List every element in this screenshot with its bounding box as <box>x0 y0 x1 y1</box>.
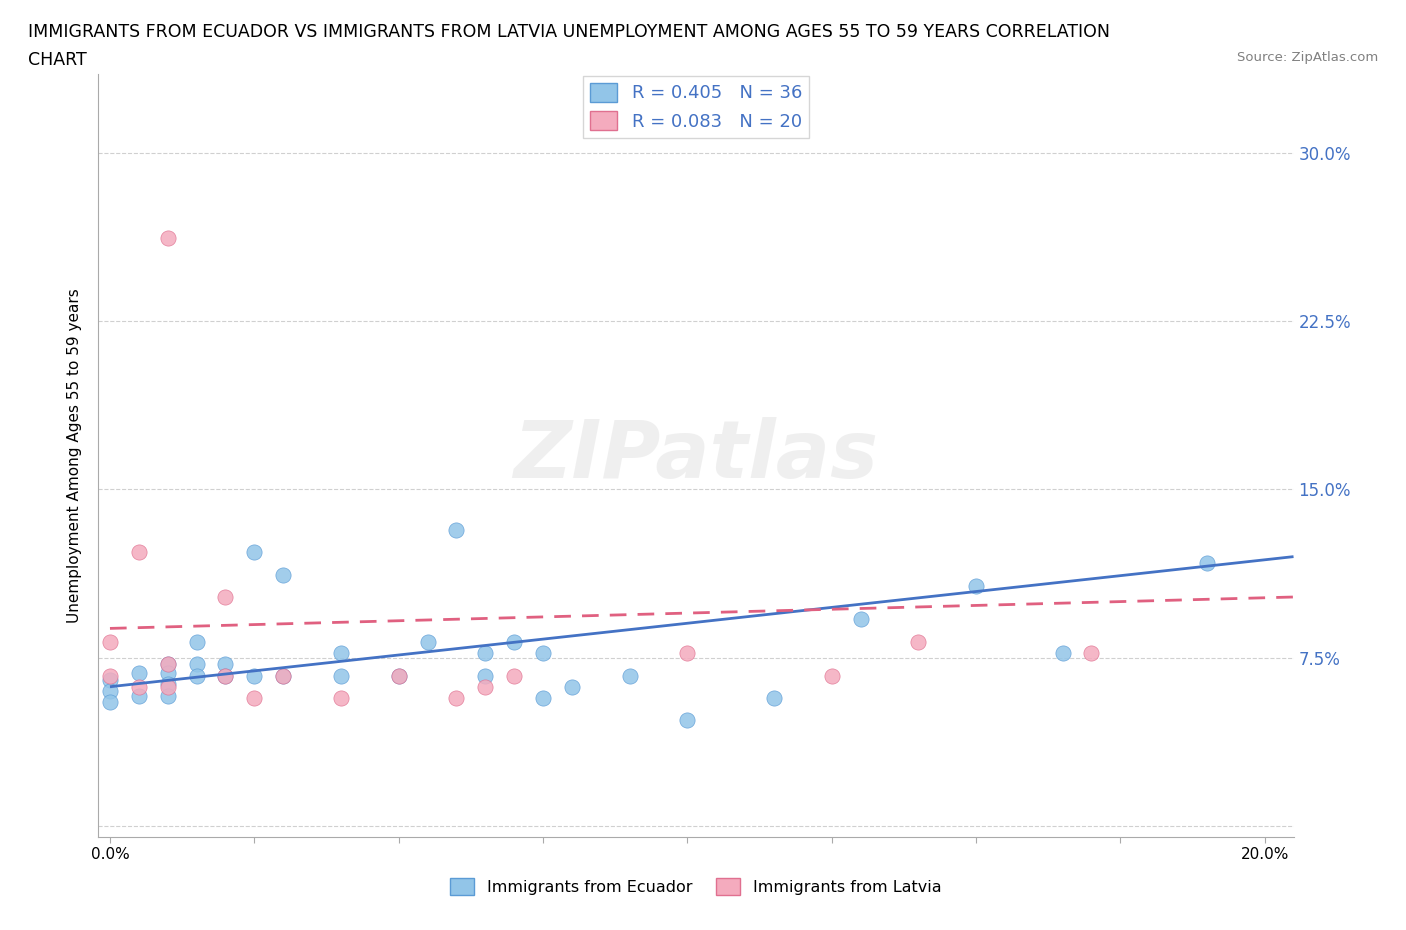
Point <box>98 684 121 698</box>
Point <box>186 657 208 671</box>
Point <box>329 690 352 705</box>
Point <box>388 668 411 683</box>
Point <box>156 657 179 671</box>
Point <box>849 612 872 627</box>
Point <box>271 668 294 683</box>
Point <box>503 668 526 683</box>
Point <box>329 645 352 660</box>
Point <box>503 634 526 649</box>
Text: IMMIGRANTS FROM ECUADOR VS IMMIGRANTS FROM LATVIA UNEMPLOYMENT AMONG AGES 55 TO : IMMIGRANTS FROM ECUADOR VS IMMIGRANTS FR… <box>28 23 1111 41</box>
Point <box>128 688 150 703</box>
Point <box>98 695 121 710</box>
Point <box>156 688 179 703</box>
Y-axis label: Unemployment Among Ages 55 to 59 years: Unemployment Among Ages 55 to 59 years <box>67 288 83 623</box>
Point <box>676 645 699 660</box>
Point <box>474 645 496 660</box>
Point <box>128 666 150 681</box>
Point <box>98 672 121 687</box>
Point <box>156 679 179 694</box>
Point <box>474 679 496 694</box>
Point <box>762 690 785 705</box>
Point <box>1080 645 1102 660</box>
Point <box>388 668 411 683</box>
Point <box>907 634 929 649</box>
Point <box>965 578 987 593</box>
Point <box>676 713 699 728</box>
Point <box>243 545 266 560</box>
Point <box>561 679 583 694</box>
Point <box>416 634 439 649</box>
Point <box>271 567 294 582</box>
Point <box>156 677 179 692</box>
Point <box>243 690 266 705</box>
Point <box>446 690 468 705</box>
Point <box>156 231 179 246</box>
Point <box>128 679 150 694</box>
Point <box>446 523 468 538</box>
Point <box>1052 645 1074 660</box>
Point <box>128 545 150 560</box>
Point <box>214 657 236 671</box>
Point <box>329 668 352 683</box>
Point <box>531 645 554 660</box>
Point <box>214 590 236 604</box>
Point <box>1195 556 1218 571</box>
Point <box>98 634 121 649</box>
Point <box>619 668 641 683</box>
Point <box>156 666 179 681</box>
Legend: Immigrants from Ecuador, Immigrants from Latvia: Immigrants from Ecuador, Immigrants from… <box>444 872 948 901</box>
Text: Source: ZipAtlas.com: Source: ZipAtlas.com <box>1237 51 1378 64</box>
Point <box>271 668 294 683</box>
Point <box>820 668 842 683</box>
Point <box>474 668 496 683</box>
Point <box>243 668 266 683</box>
Point <box>214 668 236 683</box>
Point <box>186 668 208 683</box>
Point <box>156 657 179 671</box>
Point <box>98 668 121 683</box>
Point <box>214 668 236 683</box>
Point <box>531 690 554 705</box>
Text: ZIPatlas: ZIPatlas <box>513 417 879 495</box>
Point <box>186 634 208 649</box>
Text: CHART: CHART <box>28 51 87 69</box>
